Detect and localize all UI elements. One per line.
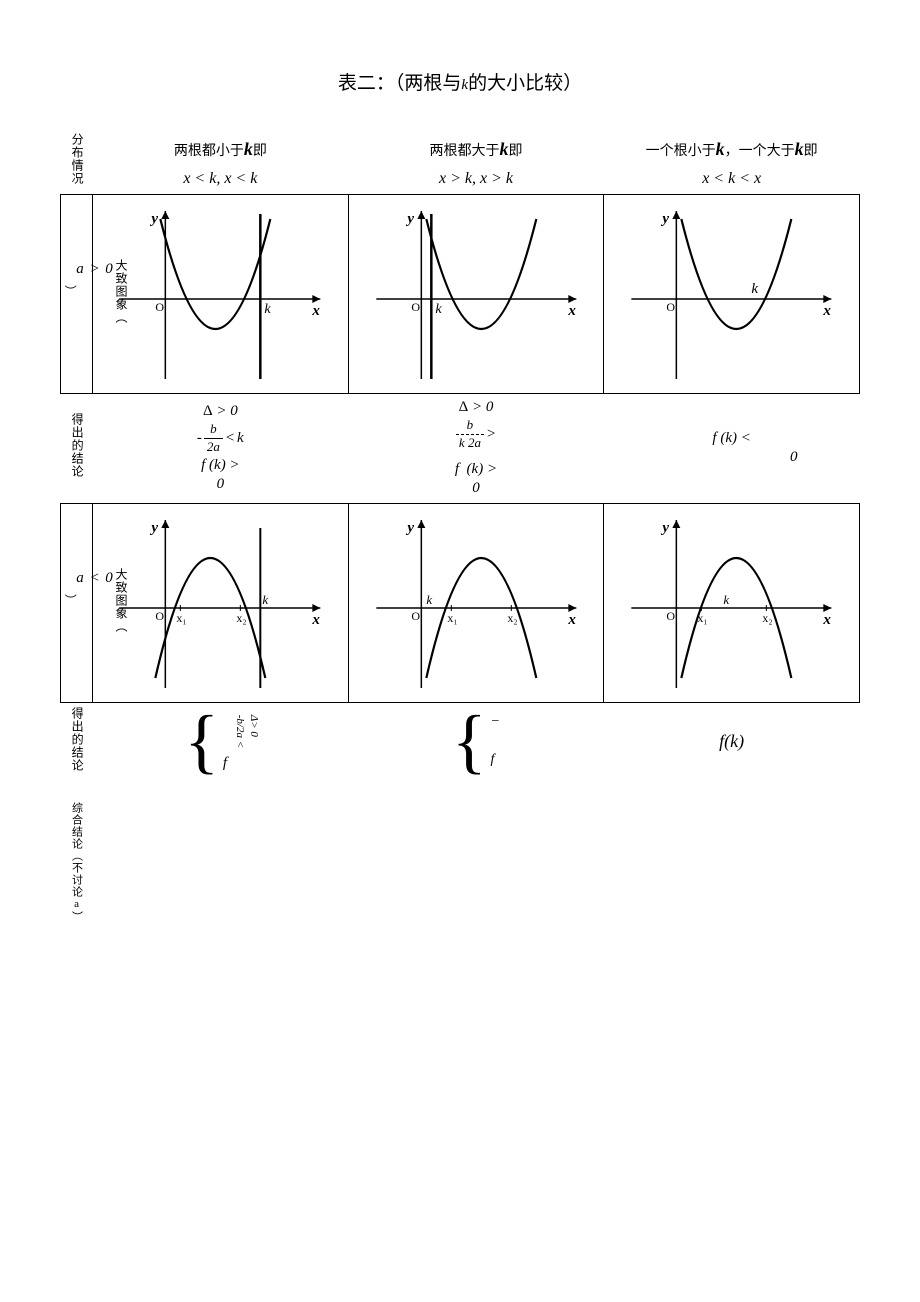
svg-text:y: y	[149, 211, 158, 227]
row-concl-pos: 得出的结论 Δ > 0 -b2a< k f (k) >0 Δ > 0 bk 2a…	[61, 393, 860, 503]
svg-text:k: k	[262, 592, 268, 607]
svg-text:k: k	[752, 281, 759, 297]
svg-text:x: x	[823, 303, 832, 319]
svg-text:O: O	[155, 300, 164, 314]
page: 表二：（两根与k的大小比较） 分布情况 两根都小于k即 x < k, x < k…	[0, 0, 920, 989]
row-graph-neg: 大致图象（a < 0） y x Ok x₁ x₂ y x Ok x₁ x₂ y x Ok…	[61, 503, 860, 702]
row-distribution: 分布情况 两根都小于k即 x < k, x < k 两根都大于k即 x > k,…	[61, 129, 860, 195]
graph-pos-0: y x Ok	[93, 194, 349, 393]
graph-pos-1: y x Ok	[348, 194, 604, 393]
desc-col-2: 一个根小于k，一个大于k即 x < k < x	[604, 129, 860, 195]
svg-text:x₂: x₂	[763, 611, 773, 625]
svg-text:x: x	[311, 612, 320, 628]
svg-text:x: x	[567, 303, 576, 319]
svg-text:k: k	[724, 592, 730, 607]
concl-pos-1: Δ > 0 bk 2a> f (k) >0	[348, 393, 604, 503]
svg-text:y: y	[661, 211, 670, 227]
svg-text:k: k	[426, 592, 432, 607]
row-concl-neg: 得出的结论 { Δ> 0-b/2a < f { − f f(k)	[61, 702, 860, 781]
desc-col-0: 两根都小于k即 x < k, x < k	[93, 129, 349, 195]
graph-pos-2: y x Ok	[604, 194, 860, 393]
comparison-table: 分布情况 两根都小于k即 x < k, x < k 两根都大于k即 x > k,…	[60, 129, 860, 949]
svg-text:O: O	[667, 609, 676, 623]
concl-pos-2: f (k) <0	[604, 393, 860, 503]
table-title: 表二：（两根与k的大小比较）	[290, 70, 630, 99]
concl-neg-2: f(k)	[604, 702, 860, 781]
graph-neg-0: y x Ok x₁ x₂	[93, 503, 349, 702]
graph-neg-2: y x Ok x₁ x₂	[604, 503, 860, 702]
svg-text:x₂: x₂	[507, 611, 517, 625]
label-distribution: 分布情况	[61, 129, 93, 195]
svg-text:y: y	[661, 520, 670, 536]
svg-text:y: y	[405, 211, 414, 227]
svg-text:O: O	[411, 300, 420, 314]
svg-text:x: x	[567, 612, 576, 628]
svg-text:k: k	[264, 302, 271, 317]
concl-neg-1: { − f	[348, 702, 604, 781]
label-graph-neg: 大致图象（a < 0）	[61, 503, 93, 702]
row-graph-pos: 大致图象（a > 0） y x Ok y x Ok y x Ok	[61, 194, 860, 393]
svg-text:k: k	[435, 302, 442, 317]
svg-text:O: O	[667, 300, 676, 314]
graph-neg-1: y x Ok x₁ x₂	[348, 503, 604, 702]
label-summary: 综合结论（不讨论a）	[61, 781, 93, 949]
svg-text:x: x	[311, 303, 320, 319]
svg-text:O: O	[155, 609, 164, 623]
desc-col-1: 两根都大于k即 x > k, x > k	[348, 129, 604, 195]
concl-pos-0: Δ > 0 -b2a< k f (k) >0	[93, 393, 349, 503]
concl-neg-0: { Δ> 0-b/2a < f	[93, 702, 349, 781]
svg-text:y: y	[405, 520, 414, 536]
svg-text:x₁: x₁	[698, 611, 708, 625]
svg-text:x₁: x₁	[447, 611, 457, 625]
label-graph-pos: 大致图象（a > 0）	[61, 194, 93, 393]
svg-text:x₁: x₁	[176, 611, 186, 625]
svg-text:y: y	[149, 520, 158, 536]
row-summary: 综合结论（不讨论a）	[61, 781, 860, 949]
title-prefix: 表二：（两根与	[338, 73, 462, 94]
svg-text:x: x	[823, 612, 832, 628]
label-concl-pos: 得出的结论	[61, 393, 93, 503]
title-suffix: 的大小比较）	[468, 73, 582, 94]
label-concl-neg: 得出的结论	[61, 702, 93, 781]
svg-text:O: O	[411, 609, 420, 623]
svg-text:x₂: x₂	[236, 611, 246, 625]
